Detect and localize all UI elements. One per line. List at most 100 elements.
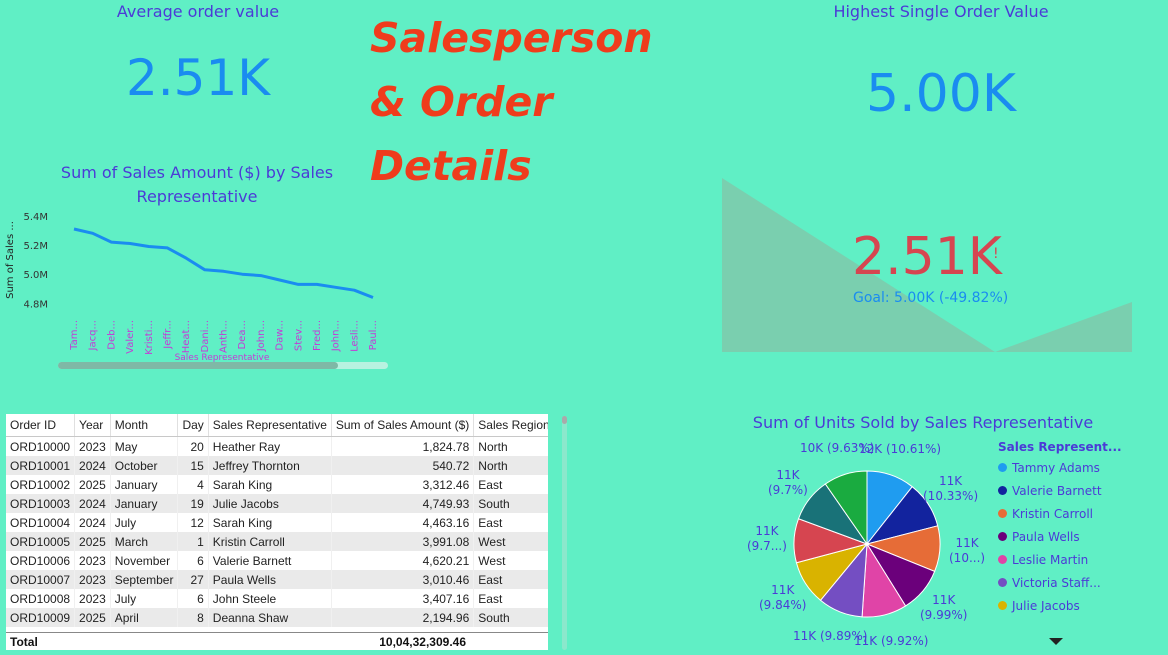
table-row[interactable]: ORD10008 2023 July 6 John Steele 3,407.16 East [6, 589, 548, 608]
orders-table[interactable]: Order ID Year Month Day Sales Representa… [6, 414, 548, 650]
legend-item[interactable]: Valerie Barnett [998, 479, 1166, 502]
legend-item[interactable]: Tammy Adams [998, 456, 1166, 479]
cell-region: West [473, 532, 548, 551]
cell-month: July [110, 513, 179, 532]
legend-label: Julie Jacobs [1012, 598, 1080, 613]
gauge-value: 2.51K [852, 224, 1002, 290]
cell-day: 1 [177, 532, 209, 551]
cell-region: East [473, 589, 548, 608]
col-header-order-id[interactable]: Order ID [6, 414, 76, 437]
table-scrollbar-thumb[interactable] [562, 416, 567, 424]
line-chart-xlabel: Sales Representative [175, 353, 270, 363]
x-tick-label: John... [331, 320, 342, 352]
pie-chart[interactable] [792, 469, 942, 619]
legend-color-dot [998, 463, 1007, 472]
cell-year: 2024 [74, 494, 111, 513]
table-row[interactable]: ORD10005 2025 March 1 Kristin Carroll 3,991.0… [6, 532, 548, 551]
pie-slice-label: 11K (9.92%) [854, 634, 929, 648]
table-row[interactable]: ORD10003 2024 January 19 Julie Jacobs 4,749.9… [6, 494, 548, 513]
cell-sales-rep: Sarah King [208, 513, 332, 532]
legend-scroll-down-icon[interactable] [1049, 638, 1063, 645]
cell-month: January [110, 494, 179, 513]
x-tick-label: Paul... [368, 320, 379, 350]
x-tick-label: Stev... [293, 320, 304, 351]
table-row[interactable]: ORD10002 2025 January 4 Sarah King 3,312.46 Ea… [6, 475, 548, 494]
table-row[interactable]: ORD10001 2024 October 15 Jeffrey Thornton 540… [6, 456, 548, 475]
x-tick-label: Jeffr... [162, 320, 173, 350]
cell-month: September [110, 570, 179, 589]
gauge-fill-left [722, 178, 995, 352]
page-title-line3: Details [370, 142, 532, 190]
cell-order-id: ORD10000 [6, 436, 76, 456]
line-series-sales [73, 227, 374, 299]
pie-chart-title: Sum of Units Sold by Sales Representativ… [752, 413, 1094, 432]
x-tick-label: Jacq... [88, 320, 99, 351]
legend-item[interactable]: Julie Jacobs [998, 594, 1166, 617]
cell-year: 2024 [74, 513, 111, 532]
cell-month: July [110, 589, 179, 608]
legend-color-dot [998, 601, 1007, 610]
cell-day: 8 [177, 608, 209, 627]
legend-label: Paula Wells [1012, 529, 1080, 544]
legend-color-dot [998, 578, 1007, 587]
highest-order-value: 5.00K [866, 64, 1016, 124]
pie-slice-label: 11K (9.7...) [747, 524, 787, 553]
cell-year: 2025 [74, 532, 111, 551]
table-scrollbar[interactable] [562, 416, 567, 650]
gauge-marker: ! [993, 246, 999, 262]
x-tick-label: Tam... [69, 320, 80, 351]
cell-year: 2023 [74, 551, 111, 570]
cell-month: November [110, 551, 179, 570]
cell-day: 27 [177, 570, 209, 589]
pie-slice-label: 12K (10.61%) [859, 442, 942, 456]
cell-order-id: ORD10008 [6, 589, 76, 608]
col-header-sales-rep[interactable]: Sales Representative [208, 414, 332, 437]
pie-legend: Sales Represent... Tammy Adams Valerie Ba… [998, 440, 1166, 617]
table-row[interactable]: ORD10000 2023 May 20 Heather Ray 1,824.78 Nort… [6, 436, 548, 456]
cell-day: 4 [177, 475, 209, 494]
x-tick-label: Fred... [312, 320, 323, 351]
legend-item[interactable]: Kristin Carroll [998, 502, 1166, 525]
cell-sales-amount: 3,010.46 [331, 570, 475, 589]
col-header-region[interactable]: Sales Region [473, 414, 548, 437]
legend-item[interactable]: Victoria Staff... [998, 571, 1166, 594]
x-tick-label: Deb... [106, 320, 117, 350]
cell-region: East [473, 475, 548, 494]
cell-sales-rep: Kristin Carroll [208, 532, 332, 551]
cell-year: 2023 [74, 570, 111, 589]
table-row[interactable]: ORD10007 2023 September 27 Paula Wells 3,010.… [6, 570, 548, 589]
page-title-line1: Salesperson [370, 14, 653, 62]
legend-item[interactable]: Leslie Martin [998, 548, 1166, 571]
cell-sales-rep: Paula Wells [208, 570, 332, 589]
cell-day: 12 [177, 513, 209, 532]
cell-region: North [473, 456, 548, 475]
cell-month: October [110, 456, 179, 475]
avg-order-title: Average order value [116, 2, 280, 21]
x-tick-label: Kristi... [144, 320, 155, 355]
col-header-sales-amount[interactable]: Sum of Sales Amount ($) [331, 414, 475, 437]
table-row[interactable]: ORD10009 2025 April 8 Deanna Shaw 2,194.96 Sou… [6, 608, 548, 627]
avg-order-value: 2.51K [125, 49, 271, 107]
legend-label: Victoria Staff... [1012, 575, 1101, 590]
col-header-month[interactable]: Month [110, 414, 179, 437]
legend-color-dot [998, 486, 1007, 495]
table-total-value: 10,04,32,309.46 [379, 635, 466, 649]
col-header-year[interactable]: Year [74, 414, 111, 437]
table-row[interactable]: ORD10006 2023 November 6 Valerie Barnett 4,62… [6, 551, 548, 570]
pie-slice[interactable] [824, 470, 868, 546]
legend-item[interactable]: Paula Wells [998, 525, 1166, 548]
cell-day: 19 [177, 494, 209, 513]
cell-year: 2024 [74, 456, 111, 475]
cell-year: 2023 [74, 436, 111, 456]
cell-order-id: ORD10006 [6, 551, 76, 570]
line-chart[interactable]: Sum of Sales ... 5.4M 5.2M 5.0M 4.8M Tam...… [0, 208, 395, 373]
table-row[interactable]: ORD10004 2024 July 12 Sarah King 4,463.16 East [6, 513, 548, 532]
x-tick-label: Valer... [125, 320, 136, 354]
col-header-day[interactable]: Day [177, 414, 209, 437]
cell-month: March [110, 532, 179, 551]
cell-sales-rep: Valerie Barnett [208, 551, 332, 570]
table-total-row: Total 10,04,32,309.46 [6, 632, 548, 653]
line-chart-scrollbar-thumb[interactable] [58, 362, 338, 369]
pie-legend-title: Sales Represent... [998, 440, 1122, 454]
cell-sales-amount: 4,620.21 [331, 551, 475, 570]
